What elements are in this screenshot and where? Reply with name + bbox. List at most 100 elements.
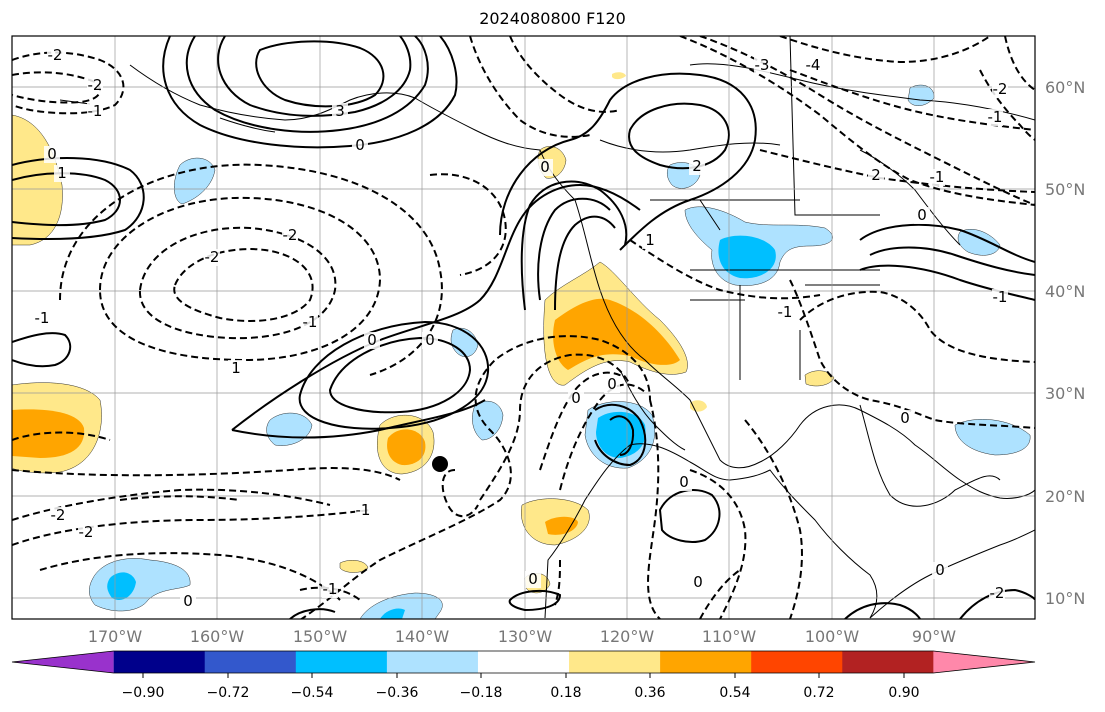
colorbar-block bbox=[295, 651, 388, 673]
colorbar-tick-label: −0.90 bbox=[122, 685, 165, 701]
negative-anomaly-small-b bbox=[472, 400, 504, 441]
contour-label: 1 bbox=[57, 164, 67, 182]
strong-negative-tropical-west bbox=[107, 572, 136, 601]
contour-label-bg bbox=[322, 581, 338, 598]
contour-label-bg bbox=[537, 159, 553, 176]
strong-negative-rockies bbox=[718, 235, 776, 279]
lat-labels: 60°N 50°N 40°N 30°N 20°N 10°N bbox=[1045, 78, 1085, 608]
positive-anomaly-small5 bbox=[612, 72, 626, 80]
strong-negative-tropical-center bbox=[380, 608, 405, 619]
lon-label: 150°W bbox=[293, 627, 348, 646]
colorbar-tick-label: −0.54 bbox=[291, 685, 334, 701]
contour-label: -1 bbox=[88, 102, 103, 120]
contour-label: -2 bbox=[283, 226, 298, 244]
colorbar: −0.90 −0.72 −0.54 −0.36 −0.18 0.18 0.36 … bbox=[11, 650, 1036, 701]
contour-label-bg bbox=[690, 574, 706, 591]
contour-label-bg bbox=[180, 593, 196, 610]
contour-label: -2 bbox=[79, 523, 94, 541]
colorbar-tick-label: 0.36 bbox=[634, 685, 665, 701]
negative-anomaly-northwest bbox=[174, 157, 216, 205]
contour-label-bg bbox=[422, 332, 438, 349]
colorbar-outline bbox=[11, 650, 1036, 674]
colorbar-tick-label: −0.18 bbox=[460, 685, 503, 701]
contour-label: 0 bbox=[900, 409, 910, 427]
contour-label: 3 bbox=[335, 102, 345, 120]
lon-label: 160°W bbox=[190, 627, 245, 646]
negative-anomaly-florida bbox=[954, 419, 1031, 456]
colorbar-tick-label: 0.90 bbox=[888, 685, 919, 701]
positive-anomaly-west-top bbox=[12, 114, 63, 246]
contour-label-bg bbox=[805, 57, 821, 74]
contour-label: 0 bbox=[367, 331, 377, 349]
colorbar-block bbox=[660, 651, 752, 673]
lat-label: 50°N bbox=[1045, 180, 1085, 199]
contour-label: 2 bbox=[871, 166, 881, 184]
contour-label-bg bbox=[78, 524, 94, 541]
contour-label-bg bbox=[932, 562, 948, 579]
colorbar-block bbox=[204, 651, 297, 673]
lat-label: 40°N bbox=[1045, 282, 1085, 301]
contour-label: -1 bbox=[930, 168, 945, 186]
lon-label: 170°W bbox=[88, 627, 143, 646]
contour-label-bg bbox=[355, 502, 371, 519]
colorbar-extend-low bbox=[12, 651, 114, 673]
colorbar-blocks bbox=[11, 650, 1036, 674]
lon-label: 110°W bbox=[702, 627, 757, 646]
colorbar-block bbox=[477, 651, 570, 673]
contour-label: -4 bbox=[806, 56, 821, 74]
contour-label: -1 bbox=[323, 580, 338, 598]
colorbar-block bbox=[386, 651, 479, 673]
contour-label-bg bbox=[777, 304, 793, 321]
lat-label: 20°N bbox=[1045, 487, 1085, 506]
colorbar-tick-label: 0.18 bbox=[550, 685, 581, 701]
colorbar-ticks bbox=[142, 673, 905, 678]
strong-anomaly-baja bbox=[545, 516, 578, 535]
lat-label: 30°N bbox=[1045, 384, 1085, 403]
contour-label-bg bbox=[604, 376, 620, 393]
contour-label: -2 bbox=[205, 248, 220, 266]
contour-label-bg bbox=[352, 137, 368, 154]
contour-label: 0 bbox=[528, 570, 538, 588]
lon-label: 100°W bbox=[805, 627, 860, 646]
contour-label-bg bbox=[47, 47, 63, 64]
lat-label: 10°N bbox=[1045, 589, 1085, 608]
location-marker-dot bbox=[432, 456, 448, 472]
map-border bbox=[11, 35, 1036, 620]
colorbar-tick-label: 0.54 bbox=[719, 685, 750, 701]
contour-label-bg bbox=[642, 232, 658, 249]
contour-label-bg bbox=[204, 249, 220, 266]
lon-label: 130°W bbox=[498, 627, 553, 646]
colorbar-tick-labels: −0.90 −0.72 −0.54 −0.36 −0.18 0.18 0.36 … bbox=[122, 685, 920, 701]
contour-label-bg bbox=[50, 507, 66, 524]
contour-label: 2 bbox=[692, 157, 702, 175]
strong-negative-offshore bbox=[596, 411, 646, 458]
contour-label: -1 bbox=[356, 501, 371, 519]
colorbar-extend-high bbox=[933, 651, 1035, 673]
lon-label: 120°W bbox=[600, 627, 655, 646]
contour-label-bg bbox=[568, 390, 584, 407]
contour-label-bg bbox=[87, 77, 103, 94]
contour-label: -2 bbox=[51, 506, 66, 524]
colorbar-tick-label: −0.36 bbox=[376, 685, 419, 701]
lon-label: 140°W bbox=[395, 627, 450, 646]
contour-label-bg bbox=[897, 410, 913, 427]
contour-label: -2 bbox=[990, 584, 1005, 602]
contour-label-bg bbox=[989, 585, 1005, 602]
contour-label-bg bbox=[332, 103, 348, 120]
contour-label-bg bbox=[689, 158, 705, 175]
contour-label-bg bbox=[525, 571, 541, 588]
lon-label: 90°W bbox=[912, 627, 956, 646]
map-title: 2024080800 F120 bbox=[479, 9, 626, 28]
contour-label: 0 bbox=[693, 573, 703, 591]
strong-anomaly-california bbox=[553, 298, 680, 370]
contour-label-bg bbox=[868, 167, 884, 184]
negative-anomaly-greatlakes bbox=[957, 229, 1001, 256]
contour-label: -1 bbox=[778, 303, 793, 321]
positive-anomaly-small1 bbox=[804, 370, 835, 387]
contour-label: 1 bbox=[645, 231, 655, 249]
contour-label: 1 bbox=[231, 359, 241, 377]
contour-label-bg bbox=[54, 165, 70, 182]
graticule bbox=[12, 36, 1035, 619]
